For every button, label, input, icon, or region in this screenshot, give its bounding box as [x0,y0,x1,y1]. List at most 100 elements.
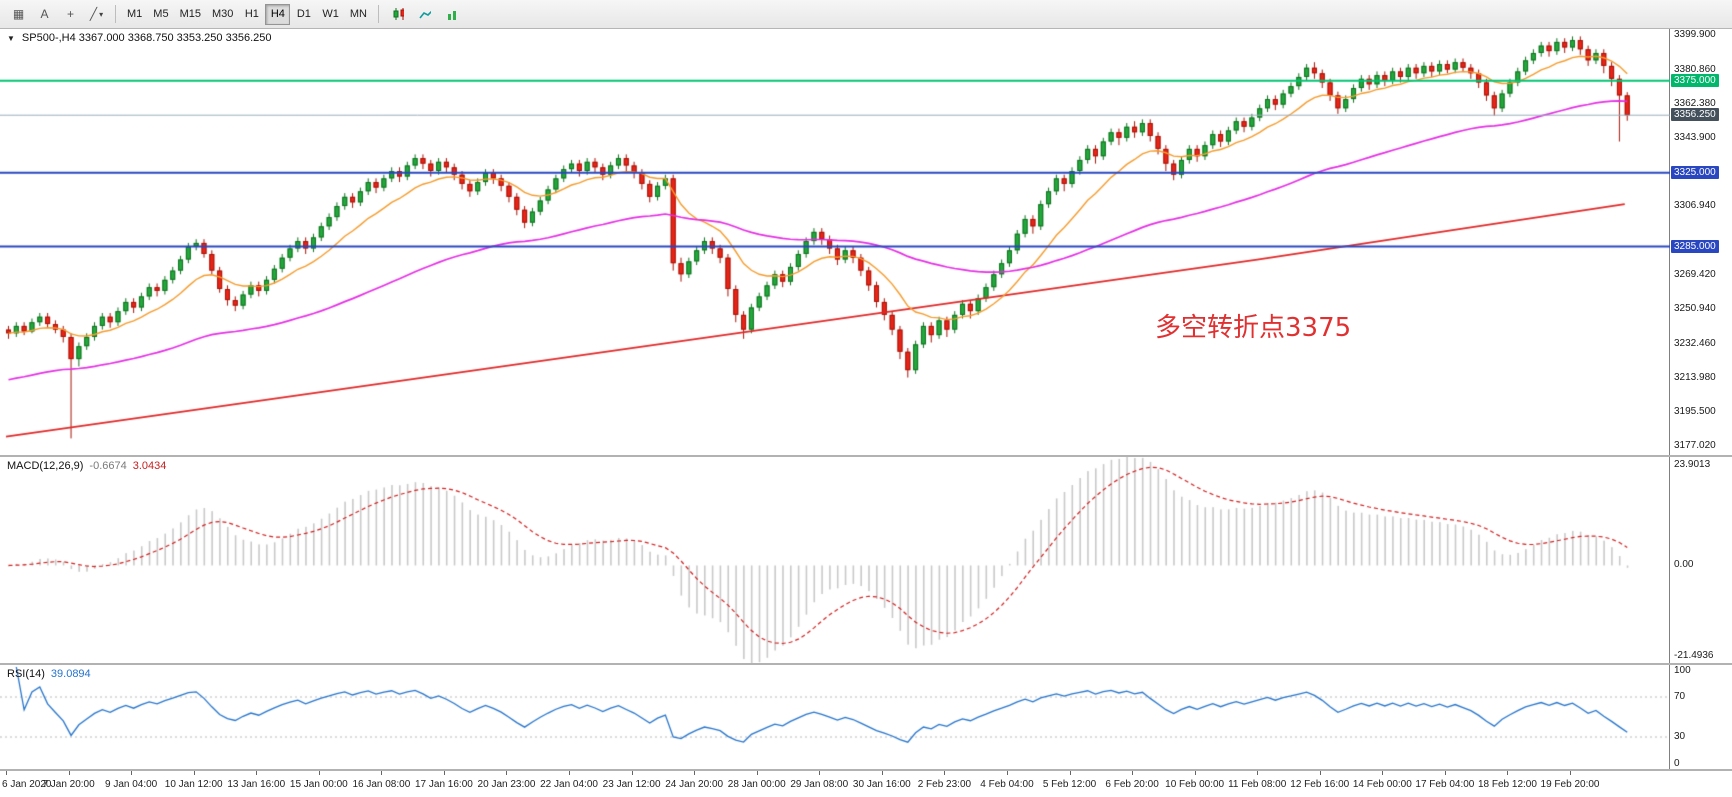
time-axis-tick [443,771,445,775]
time-axis-tick [506,771,508,775]
time-axis-tick [131,771,133,775]
time-axis-label: 17 Feb 04:00 [1415,779,1475,790]
time-axis-label: 15 Jan 00:00 [289,779,348,790]
price-axis-label: 3343.900 [1674,131,1716,143]
toolbar-separator [377,5,379,23]
time-axis-tick [1319,771,1321,775]
timeframe-m1[interactable]: M1 [122,4,147,25]
rsi-axis-label: 70 [1674,691,1686,702]
price-axis-label: 3362.380 [1674,97,1716,109]
timeframe-h4[interactable]: H4 [265,3,291,25]
macd-main-value: -0.6674 [89,460,127,472]
price-axis-label: 3213.980 [1674,371,1716,383]
time-axis-tick [1006,771,1008,775]
timeframe-m5[interactable]: M5 [148,4,173,25]
main-chart-canvas[interactable] [0,29,1670,455]
timeframe-w1[interactable]: W1 [317,4,344,25]
time-axis-label: 6 Feb 20:00 [1105,779,1159,790]
toolbar: ▦ A + ╱ ▾ M1 M5 M15 M30 H1 H4 D1 W1 MN [0,0,1732,29]
time-axis-label: 17 Jan 16:00 [414,779,473,790]
rsi-panel: RSI(14) 39.0894 100 70 30 0 [0,665,1732,771]
time-axis-tick [1194,771,1196,775]
grid-tool-icon[interactable]: ▦ [6,4,31,25]
rsi-canvas[interactable] [0,665,1670,769]
time-axis-tick [256,771,258,775]
indicators-icon[interactable] [439,4,465,25]
time-axis-tick [193,771,195,775]
time-axis-label: 7 Jan 20:00 [42,779,95,790]
time-axis-tick [1507,771,1509,775]
time-axis-tick [381,771,383,775]
price-tag-3325.000: 3325.000 [1671,165,1719,179]
time-axis-tick [881,771,883,775]
macd-panel: MACD(12,26,9) -0.6674 3.0434 23.9013 0.00… [0,457,1732,665]
toolbar-separator [115,5,116,23]
time-axis-label: 13 Jan 16:00 [227,779,286,790]
time-axis-label: 10 Feb 00:00 [1165,779,1225,790]
time-axis-tick [6,771,7,775]
timeframe-buttons: M1 M5 M15 M30 H1 H4 D1 W1 MN [122,3,372,25]
time-axis-tick [819,771,821,775]
main-price-axis: 3399.900 3380.860 3362.380 3343.900 3306.940… [1670,29,1732,455]
time-axis-label: 20 Jan 23:00 [477,779,536,790]
time-axis-tick [318,771,320,775]
price-tag-3285.000: 3285.000 [1671,239,1719,253]
crosshair-tool-icon[interactable]: + [58,4,83,25]
toolbar-tools-left: ▦ A + ╱ ▾ [6,4,109,25]
price-tag-3375.000: 3375.000 [1671,73,1719,87]
price-axis-label: 3195.500 [1674,405,1716,417]
chart-candles-icon[interactable] [385,4,411,25]
time-axis-label: 23 Jan 12:00 [602,779,661,790]
rsi-plot: RSI(14) 39.0894 [0,665,1670,769]
time-axis-tick [68,771,70,775]
main-plot: ▼ SP500-,H4 3367.000 3368.750 3353.250 3… [0,29,1670,455]
time-axis-label: 9 Jan 04:00 [104,779,158,790]
line-studies-tool-icon[interactable]: ╱ ▾ [84,4,109,25]
time-axis-label: 14 Feb 00:00 [1352,779,1412,790]
time-axis-label: 18 Feb 12:00 [1477,779,1537,790]
time-axis-label: 12 Feb 16:00 [1290,779,1350,790]
time-axis-label: 29 Jan 08:00 [790,779,849,790]
timeframe-h1[interactable]: H1 [239,4,264,25]
main-chart-panel: ▼ SP500-,H4 3367.000 3368.750 3353.250 3… [0,29,1732,457]
time-axis-label: 19 Feb 20:00 [1540,779,1600,790]
time-axis-tick [1570,771,1571,775]
chart-line-icon[interactable] [412,4,438,25]
rsi-value: 39.0894 [50,668,91,680]
rsi-header: RSI(14) 39.0894 [7,668,91,680]
time-axis-tick [1257,771,1259,775]
chart-ohlc-header: ▼ SP500-,H4 3367.000 3368.750 3353.250 3… [7,32,271,44]
time-axis-label: 6 Jan 2020 [2,779,52,790]
chart-dropdown-arrow[interactable]: ▼ [7,34,15,43]
time-axis-tick [1132,771,1134,775]
time-axis-tick [1444,771,1446,775]
time-axis-label: 5 Feb 12:00 [1042,779,1097,790]
time-axis[interactable]: 6 Jan 2020 7 Jan 20:00 9 Jan 04:00 10 Jan 1… [0,771,1732,796]
macd-plot: MACD(12,26,9) -0.6674 3.0434 [0,457,1670,663]
text-label-tool-icon[interactable]: A [32,4,57,25]
price-axis-label: 3232.460 [1674,337,1716,349]
time-axis-label: 11 Feb 08:00 [1228,779,1287,790]
timeframe-d1[interactable]: D1 [291,4,316,25]
price-axis-label: 3306.940 [1674,200,1716,212]
macd-axis-label: -21.4936 [1674,650,1714,661]
time-axis-label: 30 Jan 16:00 [852,779,911,790]
time-axis-label: 2 Feb 23:00 [917,779,972,790]
timeframe-m30[interactable]: M30 [207,4,238,25]
time-axis-label: 4 Feb 04:00 [980,779,1034,790]
time-axis-tick [694,771,696,775]
rsi-axis: 100 70 30 0 [1670,665,1732,769]
rsi-axis-label: 0 [1674,758,1680,769]
timeframe-mn[interactable]: MN [345,4,372,25]
time-axis-label: 10 Jan 12:00 [164,779,223,790]
price-axis-label: 3250.940 [1674,303,1716,315]
price-axis-label: 3380.860 [1674,63,1716,75]
rsi-label: RSI(14) [7,668,45,680]
time-axis-label: 28 Jan 00:00 [727,779,786,790]
timeframe-m15[interactable]: M15 [175,4,206,25]
rsi-axis-label: 30 [1674,731,1686,742]
time-axis-tick [569,771,571,775]
macd-canvas[interactable] [0,457,1670,663]
time-axis-tick [631,771,633,775]
time-axis-tick [1382,771,1384,775]
